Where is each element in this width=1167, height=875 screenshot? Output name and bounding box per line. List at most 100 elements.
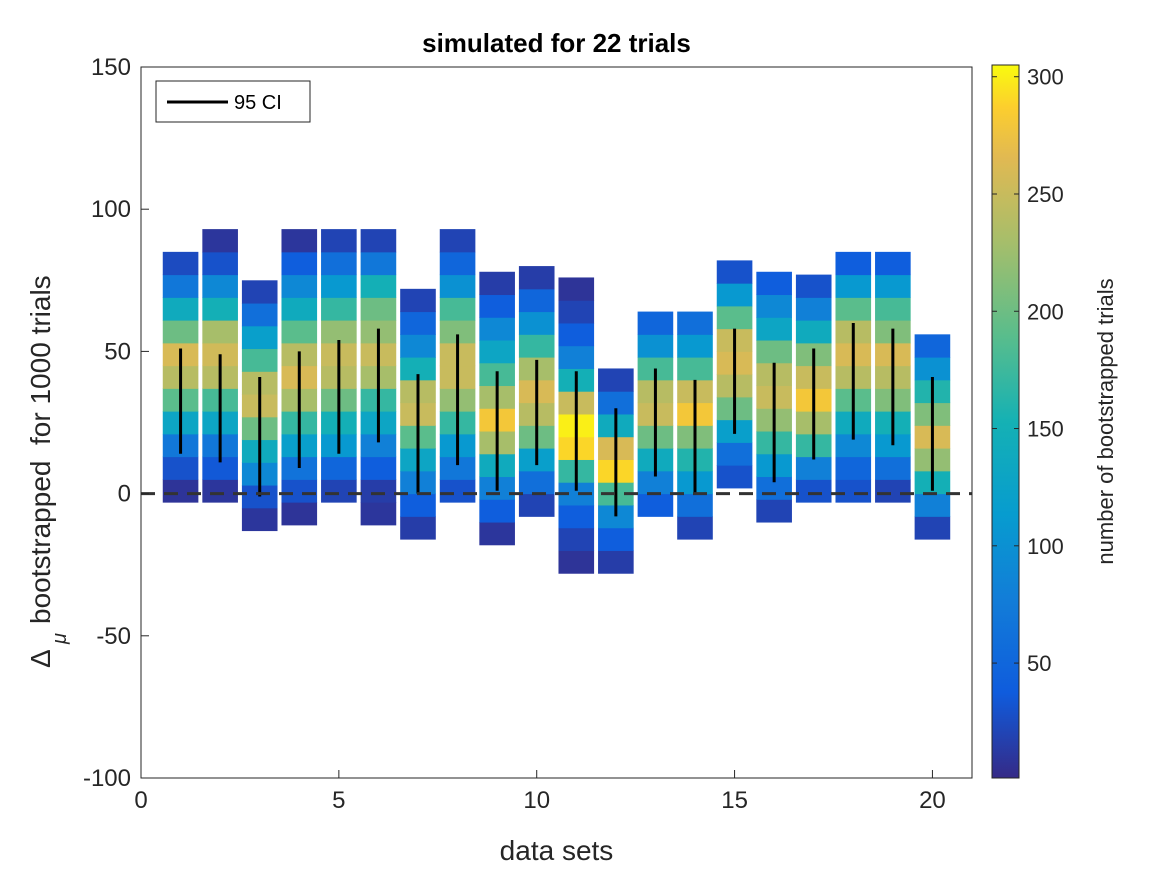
heatmap-cell bbox=[479, 340, 515, 364]
heatmap-cell bbox=[875, 433, 911, 458]
heatmap-cell bbox=[281, 274, 318, 298]
heatmap-cell bbox=[716, 305, 753, 330]
heatmap-cells bbox=[162, 229, 951, 574]
x-axis-ticks: 0 5 10 15 20 bbox=[134, 770, 946, 814]
heatmap-cell bbox=[162, 320, 199, 344]
heatmap-cell bbox=[479, 317, 515, 341]
heatmap-cell bbox=[795, 274, 832, 298]
heatmap-cell bbox=[241, 485, 278, 509]
heatmap-cell bbox=[795, 297, 832, 321]
heatmap-cell bbox=[518, 470, 555, 495]
heatmap-cell bbox=[875, 274, 911, 298]
heatmap-cell bbox=[321, 251, 357, 276]
heatmap-cell bbox=[202, 274, 238, 298]
heatmap-cell bbox=[756, 294, 792, 318]
heatmap-cell bbox=[558, 277, 595, 301]
heatmap-cell bbox=[241, 348, 278, 372]
colorbar-frame bbox=[991, 64, 1020, 779]
heatmap-cell bbox=[281, 502, 318, 526]
heatmap-cell bbox=[162, 274, 199, 298]
heatmap-cell bbox=[835, 479, 872, 503]
colorbar-tick-label: 150 bbox=[1027, 417, 1064, 442]
y-axis-label-subscript: μ bbox=[49, 633, 71, 645]
y-tick-label: 50 bbox=[104, 338, 131, 365]
heatmap-cell bbox=[756, 499, 792, 523]
heatmap-cell bbox=[439, 274, 476, 298]
heatmap-cell bbox=[241, 507, 278, 532]
heatmap-cell bbox=[321, 456, 357, 480]
heatmap-cell bbox=[716, 465, 753, 489]
heatmap-cell bbox=[281, 456, 318, 480]
heatmap-cell bbox=[835, 251, 872, 276]
colorbar-label: number of bootstrapped trials bbox=[1093, 278, 1118, 564]
heatmap-cell bbox=[637, 311, 674, 335]
heatmap-cell bbox=[360, 229, 397, 253]
heatmap-cell bbox=[281, 297, 318, 321]
heatmap-cell bbox=[875, 456, 911, 480]
heatmap-cell bbox=[795, 456, 832, 480]
heatmap-cell bbox=[202, 297, 238, 321]
colorbar: 50 100 150 200 250 300 number of bootstrapped… bbox=[991, 64, 1118, 779]
heatmap-cell bbox=[914, 493, 951, 517]
heatmap-cell bbox=[914, 357, 951, 381]
heatmap-cell bbox=[558, 482, 595, 506]
heatmap-cell bbox=[716, 283, 753, 307]
heatmap-cell bbox=[558, 300, 595, 324]
heatmap-cell bbox=[202, 456, 238, 480]
heatmap-cell bbox=[558, 527, 595, 551]
heatmap-cell bbox=[558, 550, 595, 574]
x-tick-label: 20 bbox=[919, 787, 946, 814]
heatmap-cell bbox=[518, 311, 555, 335]
heatmap-cell bbox=[360, 502, 397, 526]
heatmap-cell bbox=[795, 479, 832, 503]
heatmap-cell bbox=[518, 288, 555, 313]
heatmap-cell bbox=[835, 433, 872, 458]
heatmap-cell bbox=[875, 251, 911, 276]
colorbar-tick-label: 200 bbox=[1027, 299, 1064, 324]
heatmap-cell bbox=[400, 357, 436, 381]
heatmap-cell bbox=[637, 334, 674, 358]
heatmap-cell bbox=[598, 550, 634, 574]
heatmap-cell bbox=[479, 522, 515, 546]
heatmap-cell bbox=[835, 456, 872, 480]
heatmap-cell bbox=[677, 334, 713, 358]
colorbar-tick-label: 100 bbox=[1027, 534, 1064, 559]
y-axis-label: bootstrapped for 1000 trials bbox=[25, 275, 56, 624]
heatmap-cell bbox=[835, 274, 872, 298]
heatmap-cell bbox=[598, 391, 634, 415]
y-tick-label: 0 bbox=[118, 481, 131, 508]
y-tick-label: -100 bbox=[83, 765, 131, 792]
plot-frame bbox=[140, 66, 973, 779]
heatmap-cell bbox=[162, 251, 199, 276]
heatmap-cell bbox=[795, 320, 832, 344]
heatmap-cell bbox=[202, 320, 238, 344]
heatmap-cell bbox=[637, 470, 674, 495]
heatmap-cell bbox=[162, 456, 199, 480]
heatmap-cell bbox=[202, 229, 238, 253]
heatmap-cell bbox=[202, 479, 238, 503]
heatmap-cell bbox=[914, 516, 951, 540]
heatmap-cell bbox=[321, 479, 357, 503]
x-tick-label: 0 bbox=[134, 787, 147, 814]
heatmap-cell bbox=[479, 271, 515, 296]
heatmap-cell bbox=[400, 493, 436, 517]
colorbar-tick-label: 300 bbox=[1027, 65, 1064, 90]
y-tick-label: 150 bbox=[91, 54, 131, 81]
heatmap-cell bbox=[756, 317, 792, 341]
y-tick-label: 100 bbox=[91, 196, 131, 223]
heatmap-cell bbox=[716, 442, 753, 466]
y-axis-ticks: -100 -50 0 50 100 150 bbox=[83, 54, 149, 792]
heatmap-cell bbox=[400, 334, 436, 358]
colorbar-ticks: 50 100 150 200 250 300 bbox=[992, 65, 1064, 676]
heatmap-cell bbox=[439, 479, 476, 503]
heatmap-cell bbox=[439, 456, 476, 480]
legend: 95 CI bbox=[155, 80, 311, 123]
heatmap-cell bbox=[756, 271, 792, 296]
heatmap-cell bbox=[162, 297, 199, 321]
heatmap-cell bbox=[598, 368, 634, 392]
heatmap-cell bbox=[281, 229, 318, 253]
x-tick-label: 5 bbox=[332, 787, 345, 814]
heatmap-cell bbox=[677, 516, 713, 540]
heatmap-cell bbox=[598, 527, 634, 551]
heatmap-cell bbox=[400, 288, 436, 313]
